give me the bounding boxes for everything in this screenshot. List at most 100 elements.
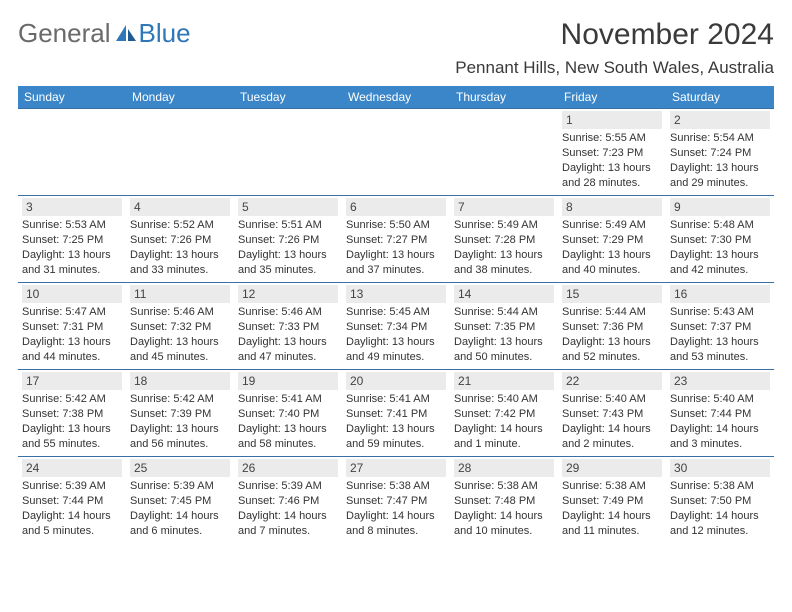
day-line: and 6 minutes. — [130, 524, 230, 539]
day-cell — [234, 109, 342, 195]
day-line: and 35 minutes. — [238, 263, 338, 278]
day-number: 3 — [22, 198, 122, 216]
day-line: Sunrise: 5:38 AM — [562, 479, 662, 494]
day-cell: 4Sunrise: 5:52 AMSunset: 7:26 PMDaylight… — [126, 196, 234, 282]
day-line: Daylight: 13 hours — [670, 335, 770, 350]
day-line: Sunset: 7:43 PM — [562, 407, 662, 422]
day-number: 16 — [670, 285, 770, 303]
day-line: Sunset: 7:30 PM — [670, 233, 770, 248]
day-line: Daylight: 13 hours — [130, 248, 230, 263]
week-row: 10 Sunrise: 5:47 AMSunset: 7:31 PMDayligh… — [18, 282, 774, 369]
day-line: Sunset: 7:34 PM — [346, 320, 446, 335]
day-line: Sunset: 7:44 PM — [22, 494, 122, 509]
day-line: Sunrise: 5:45 AM — [346, 305, 446, 320]
day-line: and 10 minutes. — [454, 524, 554, 539]
day-details: Sunrise: 5:45 AMSunset: 7:34 PMDaylight:… — [346, 305, 446, 364]
day-cell — [126, 109, 234, 195]
day-number: 2 — [670, 111, 770, 129]
day-number: 17 — [22, 372, 122, 390]
day-line: Daylight: 14 hours — [670, 509, 770, 524]
day-details: Sunrise: 5:47 AMSunset: 7:31 PMDaylight:… — [22, 305, 122, 364]
day-line: and 2 minutes. — [562, 437, 662, 452]
day-line: Sunset: 7:26 PM — [130, 233, 230, 248]
day-line: Daylight: 13 hours — [454, 248, 554, 263]
day-line: Daylight: 13 hours — [562, 161, 662, 176]
day-number: 19 — [238, 372, 338, 390]
day-number: 6 — [346, 198, 446, 216]
day-cell: 9Sunrise: 5:48 AMSunset: 7:30 PMDaylight… — [666, 196, 774, 282]
day-line: Sunrise: 5:49 AM — [454, 218, 554, 233]
week-row: 3 Sunrise: 5:53 AMSunset: 7:25 PMDaylight… — [18, 195, 774, 282]
day-number: 5 — [238, 198, 338, 216]
day-cell: 29Sunrise: 5:38 AMSunset: 7:49 PMDayligh… — [558, 457, 666, 543]
day-line: Daylight: 13 hours — [562, 248, 662, 263]
day-line: Daylight: 13 hours — [346, 422, 446, 437]
day-line: Sunrise: 5:38 AM — [670, 479, 770, 494]
weeks-container: 1Sunrise: 5:55 AMSunset: 7:23 PMDaylight… — [18, 108, 774, 543]
day-line: Sunrise: 5:49 AM — [562, 218, 662, 233]
day-details: Sunrise: 5:50 AMSunset: 7:27 PMDaylight:… — [346, 218, 446, 277]
day-line: Daylight: 14 hours — [454, 422, 554, 437]
day-line: and 47 minutes. — [238, 350, 338, 365]
day-line: and 7 minutes. — [238, 524, 338, 539]
day-number: 28 — [454, 459, 554, 477]
day-line: Daylight: 13 hours — [22, 335, 122, 350]
day-line: and 56 minutes. — [130, 437, 230, 452]
day-details: Sunrise: 5:40 AMSunset: 7:43 PMDaylight:… — [562, 392, 662, 451]
day-details: Sunrise: 5:40 AMSunset: 7:44 PMDaylight:… — [670, 392, 770, 451]
day-line: Sunrise: 5:39 AM — [130, 479, 230, 494]
day-details: Sunrise: 5:48 AMSunset: 7:30 PMDaylight:… — [670, 218, 770, 277]
day-cell — [450, 109, 558, 195]
day-details: Sunrise: 5:54 AMSunset: 7:24 PMDaylight:… — [670, 131, 770, 190]
logo: General Blue — [18, 18, 191, 49]
day-line: and 42 minutes. — [670, 263, 770, 278]
calendar: SundayMondayTuesdayWednesdayThursdayFrid… — [18, 86, 774, 543]
day-line: Daylight: 14 hours — [562, 509, 662, 524]
month-title: November 2024 — [455, 18, 774, 52]
day-cell: 23Sunrise: 5:40 AMSunset: 7:44 PMDayligh… — [666, 370, 774, 456]
day-line: Sunrise: 5:48 AM — [670, 218, 770, 233]
day-number — [22, 111, 122, 127]
day-line: Sunrise: 5:41 AM — [238, 392, 338, 407]
day-line: Sunset: 7:32 PM — [130, 320, 230, 335]
day-line: Daylight: 13 hours — [670, 161, 770, 176]
day-number: 10 — [22, 285, 122, 303]
day-line: Sunrise: 5:50 AM — [346, 218, 446, 233]
day-cell: 2 Sunrise: 5:54 AMSunset: 7:24 PMDaylight… — [666, 109, 774, 195]
logo-word-general: General — [18, 18, 111, 49]
day-details: Sunrise: 5:44 AMSunset: 7:36 PMDaylight:… — [562, 305, 662, 364]
day-line: Daylight: 13 hours — [130, 335, 230, 350]
day-line: Daylight: 14 hours — [454, 509, 554, 524]
day-cell: 25Sunrise: 5:39 AMSunset: 7:45 PMDayligh… — [126, 457, 234, 543]
day-line: and 55 minutes. — [22, 437, 122, 452]
location: Pennant Hills, New South Wales, Australi… — [455, 58, 774, 78]
day-cell: 21Sunrise: 5:40 AMSunset: 7:42 PMDayligh… — [450, 370, 558, 456]
day-details: Sunrise: 5:46 AMSunset: 7:32 PMDaylight:… — [130, 305, 230, 364]
day-cell: 16Sunrise: 5:43 AMSunset: 7:37 PMDayligh… — [666, 283, 774, 369]
day-details: Sunrise: 5:42 AMSunset: 7:39 PMDaylight:… — [130, 392, 230, 451]
weekday-header: Friday — [558, 86, 666, 108]
day-line: Sunrise: 5:44 AM — [562, 305, 662, 320]
day-cell: 15Sunrise: 5:44 AMSunset: 7:36 PMDayligh… — [558, 283, 666, 369]
day-number: 25 — [130, 459, 230, 477]
day-number: 8 — [562, 198, 662, 216]
day-details: Sunrise: 5:49 AMSunset: 7:28 PMDaylight:… — [454, 218, 554, 277]
day-line: and 8 minutes. — [346, 524, 446, 539]
day-cell: 5Sunrise: 5:51 AMSunset: 7:26 PMDaylight… — [234, 196, 342, 282]
day-details: Sunrise: 5:49 AMSunset: 7:29 PMDaylight:… — [562, 218, 662, 277]
day-number: 18 — [130, 372, 230, 390]
day-line: Sunrise: 5:55 AM — [562, 131, 662, 146]
day-line: Sunrise: 5:39 AM — [22, 479, 122, 494]
day-line: Sunset: 7:47 PM — [346, 494, 446, 509]
day-number: 22 — [562, 372, 662, 390]
day-number: 27 — [346, 459, 446, 477]
day-line: Daylight: 13 hours — [22, 248, 122, 263]
day-line: and 49 minutes. — [346, 350, 446, 365]
day-line: and 28 minutes. — [562, 176, 662, 191]
day-line: Sunset: 7:49 PM — [562, 494, 662, 509]
day-line: and 33 minutes. — [130, 263, 230, 278]
weekday-header: Wednesday — [342, 86, 450, 108]
day-number: 14 — [454, 285, 554, 303]
day-details: Sunrise: 5:53 AMSunset: 7:25 PMDaylight:… — [22, 218, 122, 277]
day-cell: 14Sunrise: 5:44 AMSunset: 7:35 PMDayligh… — [450, 283, 558, 369]
